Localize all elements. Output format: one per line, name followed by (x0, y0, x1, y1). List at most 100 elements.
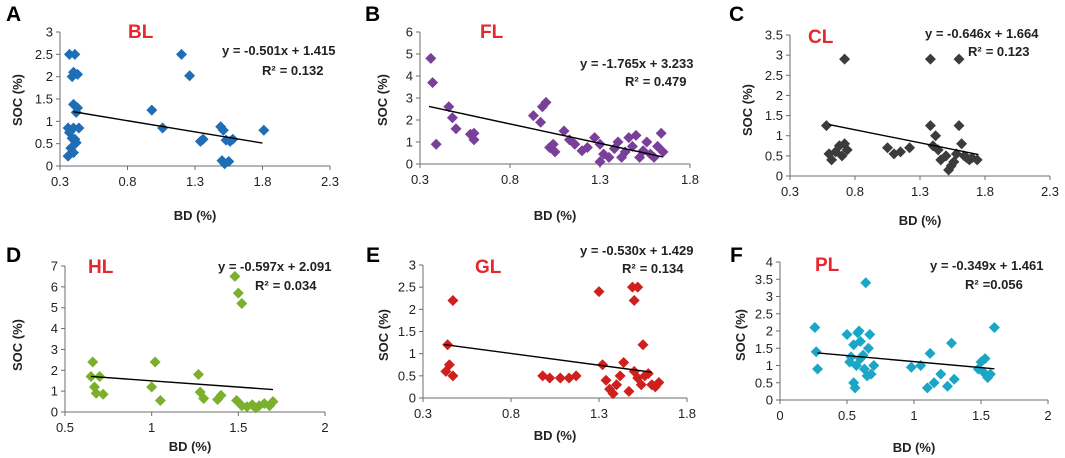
y-tick-label: 1 (46, 114, 53, 129)
y-tick-label: 2 (776, 88, 783, 103)
data-point (149, 356, 161, 368)
data-point (527, 110, 539, 122)
y-tick-label: 0 (406, 157, 413, 172)
data-point (971, 154, 983, 166)
panel-letter: E (366, 244, 380, 267)
data-point (904, 142, 916, 154)
regression-equation: y = -0.646x + 1.664 (925, 26, 1039, 41)
x-tick-label: 1.8 (681, 172, 699, 187)
data-point (953, 120, 965, 132)
x-tick-label: 1.5 (229, 420, 247, 435)
data-point (430, 138, 442, 150)
data-point (97, 388, 109, 400)
data-point (921, 382, 933, 394)
data-point (603, 151, 615, 163)
x-tick-label: 1.3 (590, 406, 608, 421)
data-point (198, 392, 210, 404)
data-point (69, 48, 81, 60)
data-point (87, 356, 99, 368)
y-tick-label: 1 (406, 135, 413, 150)
x-axis-label: BD (%) (534, 208, 577, 223)
y-tick-label: 1 (766, 358, 773, 373)
y-axis-label: SOC (%) (375, 74, 390, 126)
data-point (935, 368, 947, 380)
data-point (570, 370, 582, 382)
data-point (860, 277, 872, 289)
data-point (930, 130, 942, 142)
r-squared-value: = 0.134 (640, 261, 685, 276)
data-point (427, 77, 439, 89)
data-point (849, 382, 861, 394)
data-point (544, 372, 556, 384)
y-tick-label: 2.5 (35, 47, 53, 62)
data-point (558, 125, 570, 137)
data-point (984, 368, 996, 380)
panel-e: E 0 0.5 1 1.5 2 2.5 3 0.3 0.8 1.3 1.8 SOC (%) BD (%) G… (366, 243, 696, 443)
data-point (62, 150, 74, 162)
data-point (630, 129, 642, 141)
y-tick-label: 2 (766, 324, 773, 339)
panel-letter: F (730, 244, 743, 267)
data-point (641, 136, 653, 148)
data-point (589, 132, 601, 144)
r-squared: R² =0.056 (965, 277, 1023, 292)
y-tick-label: 0.5 (398, 368, 416, 383)
r-squared-value: = 0.479 (643, 74, 687, 89)
data-point (246, 399, 258, 411)
y-tick-label: 5 (51, 300, 58, 315)
y-tick-label: 1.5 (398, 324, 416, 339)
data-point (607, 388, 619, 400)
trend-line (817, 352, 995, 370)
regression-equation: y = -0.349x + 1.461 (930, 258, 1043, 273)
y-tick-label: 1 (51, 384, 58, 399)
y-tick-label: 0 (51, 405, 58, 420)
regression-equation: y = -1.765x + 3.233 (580, 56, 693, 71)
data-point (258, 124, 270, 136)
x-tick-label: 1.8 (976, 184, 994, 199)
data-point (535, 116, 547, 128)
r-squared: R² = 0.034 (255, 278, 317, 293)
x-tick-label: 0.3 (411, 172, 429, 187)
data-point (197, 133, 209, 145)
x-tick-label: 1.3 (591, 172, 609, 187)
x-tick-label: 0.3 (781, 184, 799, 199)
data-point (956, 138, 968, 150)
y-tick-label: 7 (51, 259, 58, 274)
data-point (215, 389, 227, 401)
r-squared-symbol: R² (965, 277, 979, 292)
y-axis-label: SOC (%) (10, 319, 25, 371)
data-point (657, 146, 669, 158)
x-tick-label: 0.3 (414, 406, 432, 421)
data-point (217, 124, 229, 136)
data-point (450, 123, 462, 135)
y-tick-label: 0 (409, 391, 416, 406)
y-tick-label: 1.5 (765, 108, 783, 123)
data-point (979, 353, 991, 365)
y-tick-label: 2.5 (755, 306, 773, 321)
data-point (569, 138, 581, 150)
data-point (192, 368, 204, 380)
trend-line (90, 375, 274, 391)
data-point (632, 281, 644, 293)
data-point (988, 322, 1000, 334)
y-tick-label: 3 (51, 342, 58, 357)
r-squared: R² = 0.132 (262, 63, 323, 78)
data-point (581, 142, 593, 153)
y-tick-label: 0 (46, 159, 53, 174)
data-point (223, 156, 235, 168)
y-tick-label: 3.5 (755, 272, 773, 287)
y-axis-label: SOC (%) (740, 84, 755, 136)
r-squared: R² = 0.123 (968, 44, 1029, 59)
data-point (810, 346, 822, 358)
data-point (614, 370, 626, 382)
y-tick-label: 0.5 (35, 136, 53, 151)
y-tick-label: 4 (51, 321, 58, 336)
r-squared-symbol: R² (968, 44, 982, 59)
y-tick-label: 3 (776, 48, 783, 63)
y-tick-label: 2 (406, 113, 413, 128)
data-point (862, 342, 874, 354)
data-point (924, 120, 936, 132)
y-tick-label: 1 (409, 346, 416, 361)
x-tick-label: 1.8 (253, 174, 271, 189)
